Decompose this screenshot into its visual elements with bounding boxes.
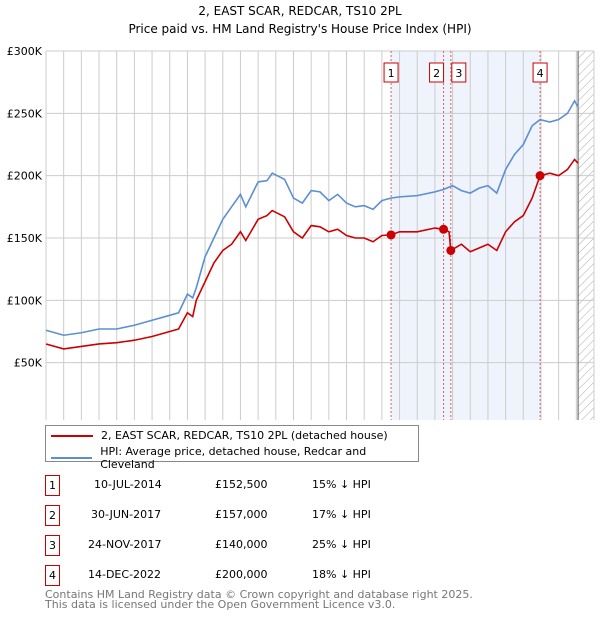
sale-point: [446, 245, 456, 255]
transaction-price: £140,000: [215, 538, 268, 551]
y-tick-label: £150K: [7, 232, 43, 245]
marker-label: 4: [537, 67, 544, 80]
transaction-date: 30-JUN-2017: [91, 508, 162, 521]
marker-label-box: [451, 62, 467, 83]
transaction-hpi: 25% ↓ HPI: [312, 538, 371, 551]
transaction-date: 14-DEC-2022: [88, 568, 162, 581]
transaction-number: 4: [45, 565, 60, 586]
footer: Contains HM Land Registry data © Crown c…: [45, 588, 473, 611]
licence-text: This data is licensed under the Open Gov…: [45, 598, 396, 611]
transaction-hpi: 15% ↓ HPI: [312, 478, 371, 491]
y-tick-label: £0: [28, 419, 42, 420]
price-paid-line: [45, 158, 579, 350]
y-tick-label: £250K: [7, 107, 43, 120]
transaction-date: 24-NOV-2017: [88, 538, 162, 551]
legend-item-hpi: HPI: Average price, detached house, Redc…: [51, 445, 418, 471]
marker-label-box: [429, 62, 445, 83]
transaction-price: £157,000: [215, 508, 268, 521]
sale-point: [386, 230, 396, 240]
legend: 2, EAST SCAR, REDCAR, TS10 2PL (detached…: [45, 425, 419, 471]
legend-swatch-blue: [51, 457, 93, 459]
sale-point: [535, 171, 545, 181]
transaction-price: £152,500: [215, 478, 268, 491]
transaction-price: £200,000: [215, 568, 268, 581]
forecast-hatch: [578, 51, 594, 425]
legend-label: HPI: Average price, detached house, Redc…: [100, 445, 367, 471]
y-tick-label: £50K: [14, 357, 43, 370]
hpi-line: [45, 99, 579, 337]
legend-label: 2, EAST SCAR, REDCAR, TS10 2PL (detached…: [101, 429, 388, 442]
transaction-date: 10-JUL-2014: [94, 478, 162, 491]
sale-period-shading: [391, 51, 541, 425]
copyright-text: Contains HM Land Registry data © Crown c…: [45, 588, 473, 601]
transaction-number: 2: [45, 505, 60, 526]
legend-item-property: 2, EAST SCAR, REDCAR, TS10 2PL (detached…: [51, 429, 388, 442]
transaction-number: 3: [45, 535, 60, 556]
marker-label: 2: [433, 67, 440, 80]
transaction-hpi: 18% ↓ HPI: [312, 568, 371, 581]
y-tick-label: £100K: [7, 294, 43, 307]
transaction-hpi: 17% ↓ HPI: [312, 508, 371, 521]
marker-label: 1: [388, 67, 395, 80]
chart-subtitle: Price paid vs. HM Land Registry's House …: [128, 22, 471, 36]
marker-label-box: [383, 62, 399, 83]
price-chart: 2, EAST SCAR, REDCAR, TS10 2PL Price pai…: [7, 4, 600, 457]
sale-point: [439, 224, 449, 234]
transaction-number: 1: [45, 475, 60, 496]
marker-label: 3: [455, 67, 462, 80]
chart-title: 2, EAST SCAR, REDCAR, TS10 2PL: [198, 4, 402, 18]
y-tick-label: £200K: [7, 170, 43, 183]
legend-swatch-red: [51, 434, 93, 437]
marker-label-box: [532, 62, 548, 83]
y-tick-label: £300K: [7, 45, 43, 58]
